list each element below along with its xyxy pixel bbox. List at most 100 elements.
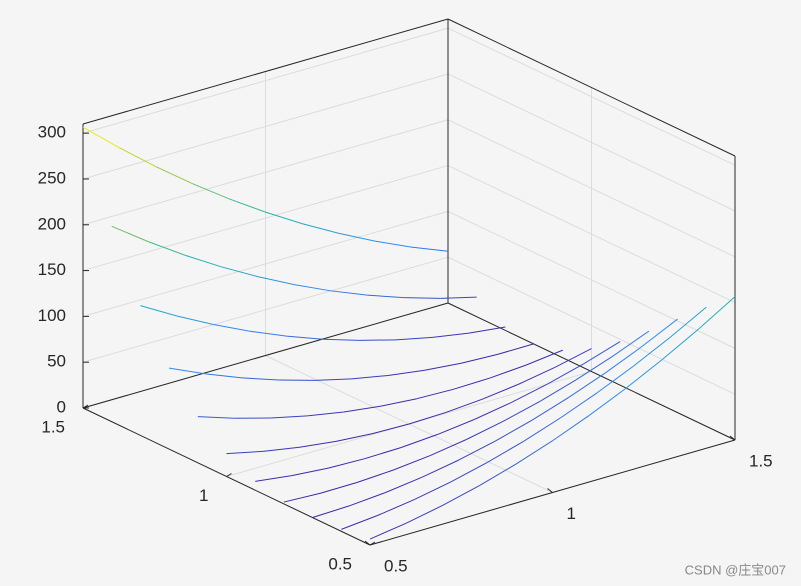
y-tick-label: 0.5 (328, 554, 352, 573)
mesh-line (575, 356, 613, 381)
mesh-line (197, 416, 235, 419)
mesh-line (473, 402, 511, 420)
mesh-line (335, 433, 373, 442)
mesh-line (192, 183, 230, 200)
axis-box (447, 18, 736, 157)
mesh-line (552, 415, 590, 442)
mesh-line (458, 440, 496, 461)
mesh-line (359, 339, 396, 341)
x-tick-label: 1 (567, 504, 576, 523)
mesh-line (401, 433, 438, 448)
mesh-line (440, 296, 477, 299)
mesh-line (554, 348, 592, 368)
mesh-line (460, 353, 498, 364)
z-tick-label: 300 (38, 123, 66, 142)
mesh-line (377, 499, 415, 516)
mesh-line (372, 423, 410, 435)
mesh-line (315, 378, 352, 381)
mesh-line (567, 372, 605, 399)
mesh-line (262, 446, 300, 452)
z-tick-label: 50 (47, 352, 66, 371)
mesh-line (82, 126, 120, 149)
mesh-line (612, 330, 650, 357)
mesh-line (437, 419, 475, 435)
mesh-line (424, 362, 462, 371)
mesh-line (299, 440, 337, 448)
mesh-line (338, 232, 376, 242)
mesh-line (341, 514, 378, 530)
mesh-line (330, 290, 368, 296)
mesh-line (489, 364, 527, 379)
mesh-line (356, 469, 394, 484)
mesh-line (596, 365, 634, 394)
mesh-line (583, 341, 621, 365)
mesh-line (257, 276, 295, 286)
mesh-line (546, 363, 584, 385)
mesh-line (421, 459, 459, 478)
mesh-line (393, 455, 431, 471)
watermark: CSDN @庄宝007 (685, 562, 786, 577)
mesh-line (466, 421, 504, 440)
mesh-line (119, 147, 157, 168)
mesh-line (312, 505, 350, 518)
y-tick-label: 1 (199, 486, 208, 505)
mesh-line (502, 401, 540, 422)
mesh-line (414, 481, 452, 501)
tick-mark (369, 541, 376, 546)
mesh-line (494, 419, 532, 442)
mesh-line (343, 405, 381, 413)
mesh-line (221, 266, 258, 278)
mesh-line (320, 482, 358, 494)
y-tick-label: 1.5 (41, 417, 65, 436)
mesh-line (453, 377, 490, 390)
mesh-line (176, 315, 214, 326)
mesh-line (395, 336, 433, 341)
mesh-line (640, 318, 678, 348)
mesh-line (411, 246, 449, 252)
mesh-line (242, 377, 279, 381)
mesh-line (481, 383, 519, 400)
tick-mark (729, 435, 736, 441)
mesh-line (226, 450, 264, 455)
axis-box (447, 302, 736, 441)
mesh-line (385, 476, 423, 493)
tick-mark (364, 540, 371, 546)
mesh-line (328, 458, 365, 469)
mesh-line (450, 462, 488, 483)
mesh-line (367, 294, 404, 299)
mesh-line (283, 492, 321, 503)
z-tick-label: 250 (38, 168, 66, 187)
mesh-line (348, 492, 386, 507)
mesh-line (184, 254, 222, 268)
mesh-line (510, 383, 548, 404)
mesh-line (364, 446, 402, 460)
z-tick-label: 150 (38, 260, 66, 279)
mesh-line (301, 223, 339, 234)
mesh-line (625, 359, 663, 389)
mesh-line (531, 397, 569, 421)
tick-mark (547, 488, 553, 493)
x-tick-label: 0.5 (384, 556, 408, 575)
mesh-line (155, 166, 193, 185)
mesh-line (479, 463, 517, 486)
mesh-line (698, 296, 736, 330)
mesh-line (148, 241, 185, 256)
z-tick-label: 0 (57, 397, 66, 416)
mesh-line (518, 366, 556, 385)
tick-mark (82, 404, 89, 409)
mesh-line (388, 369, 425, 376)
mesh-line (442, 485, 480, 506)
mesh-line (228, 198, 266, 213)
mesh-line (416, 388, 454, 400)
mesh-line (111, 225, 149, 243)
mesh-line (265, 211, 303, 225)
mesh-line (432, 332, 469, 338)
x-tick-label: 1.5 (749, 451, 773, 470)
mesh-line (322, 338, 360, 341)
mesh-line (351, 374, 389, 380)
mesh-line (408, 412, 446, 425)
mesh-line (140, 305, 178, 317)
mesh-line (560, 392, 598, 419)
mesh-line (588, 388, 626, 416)
